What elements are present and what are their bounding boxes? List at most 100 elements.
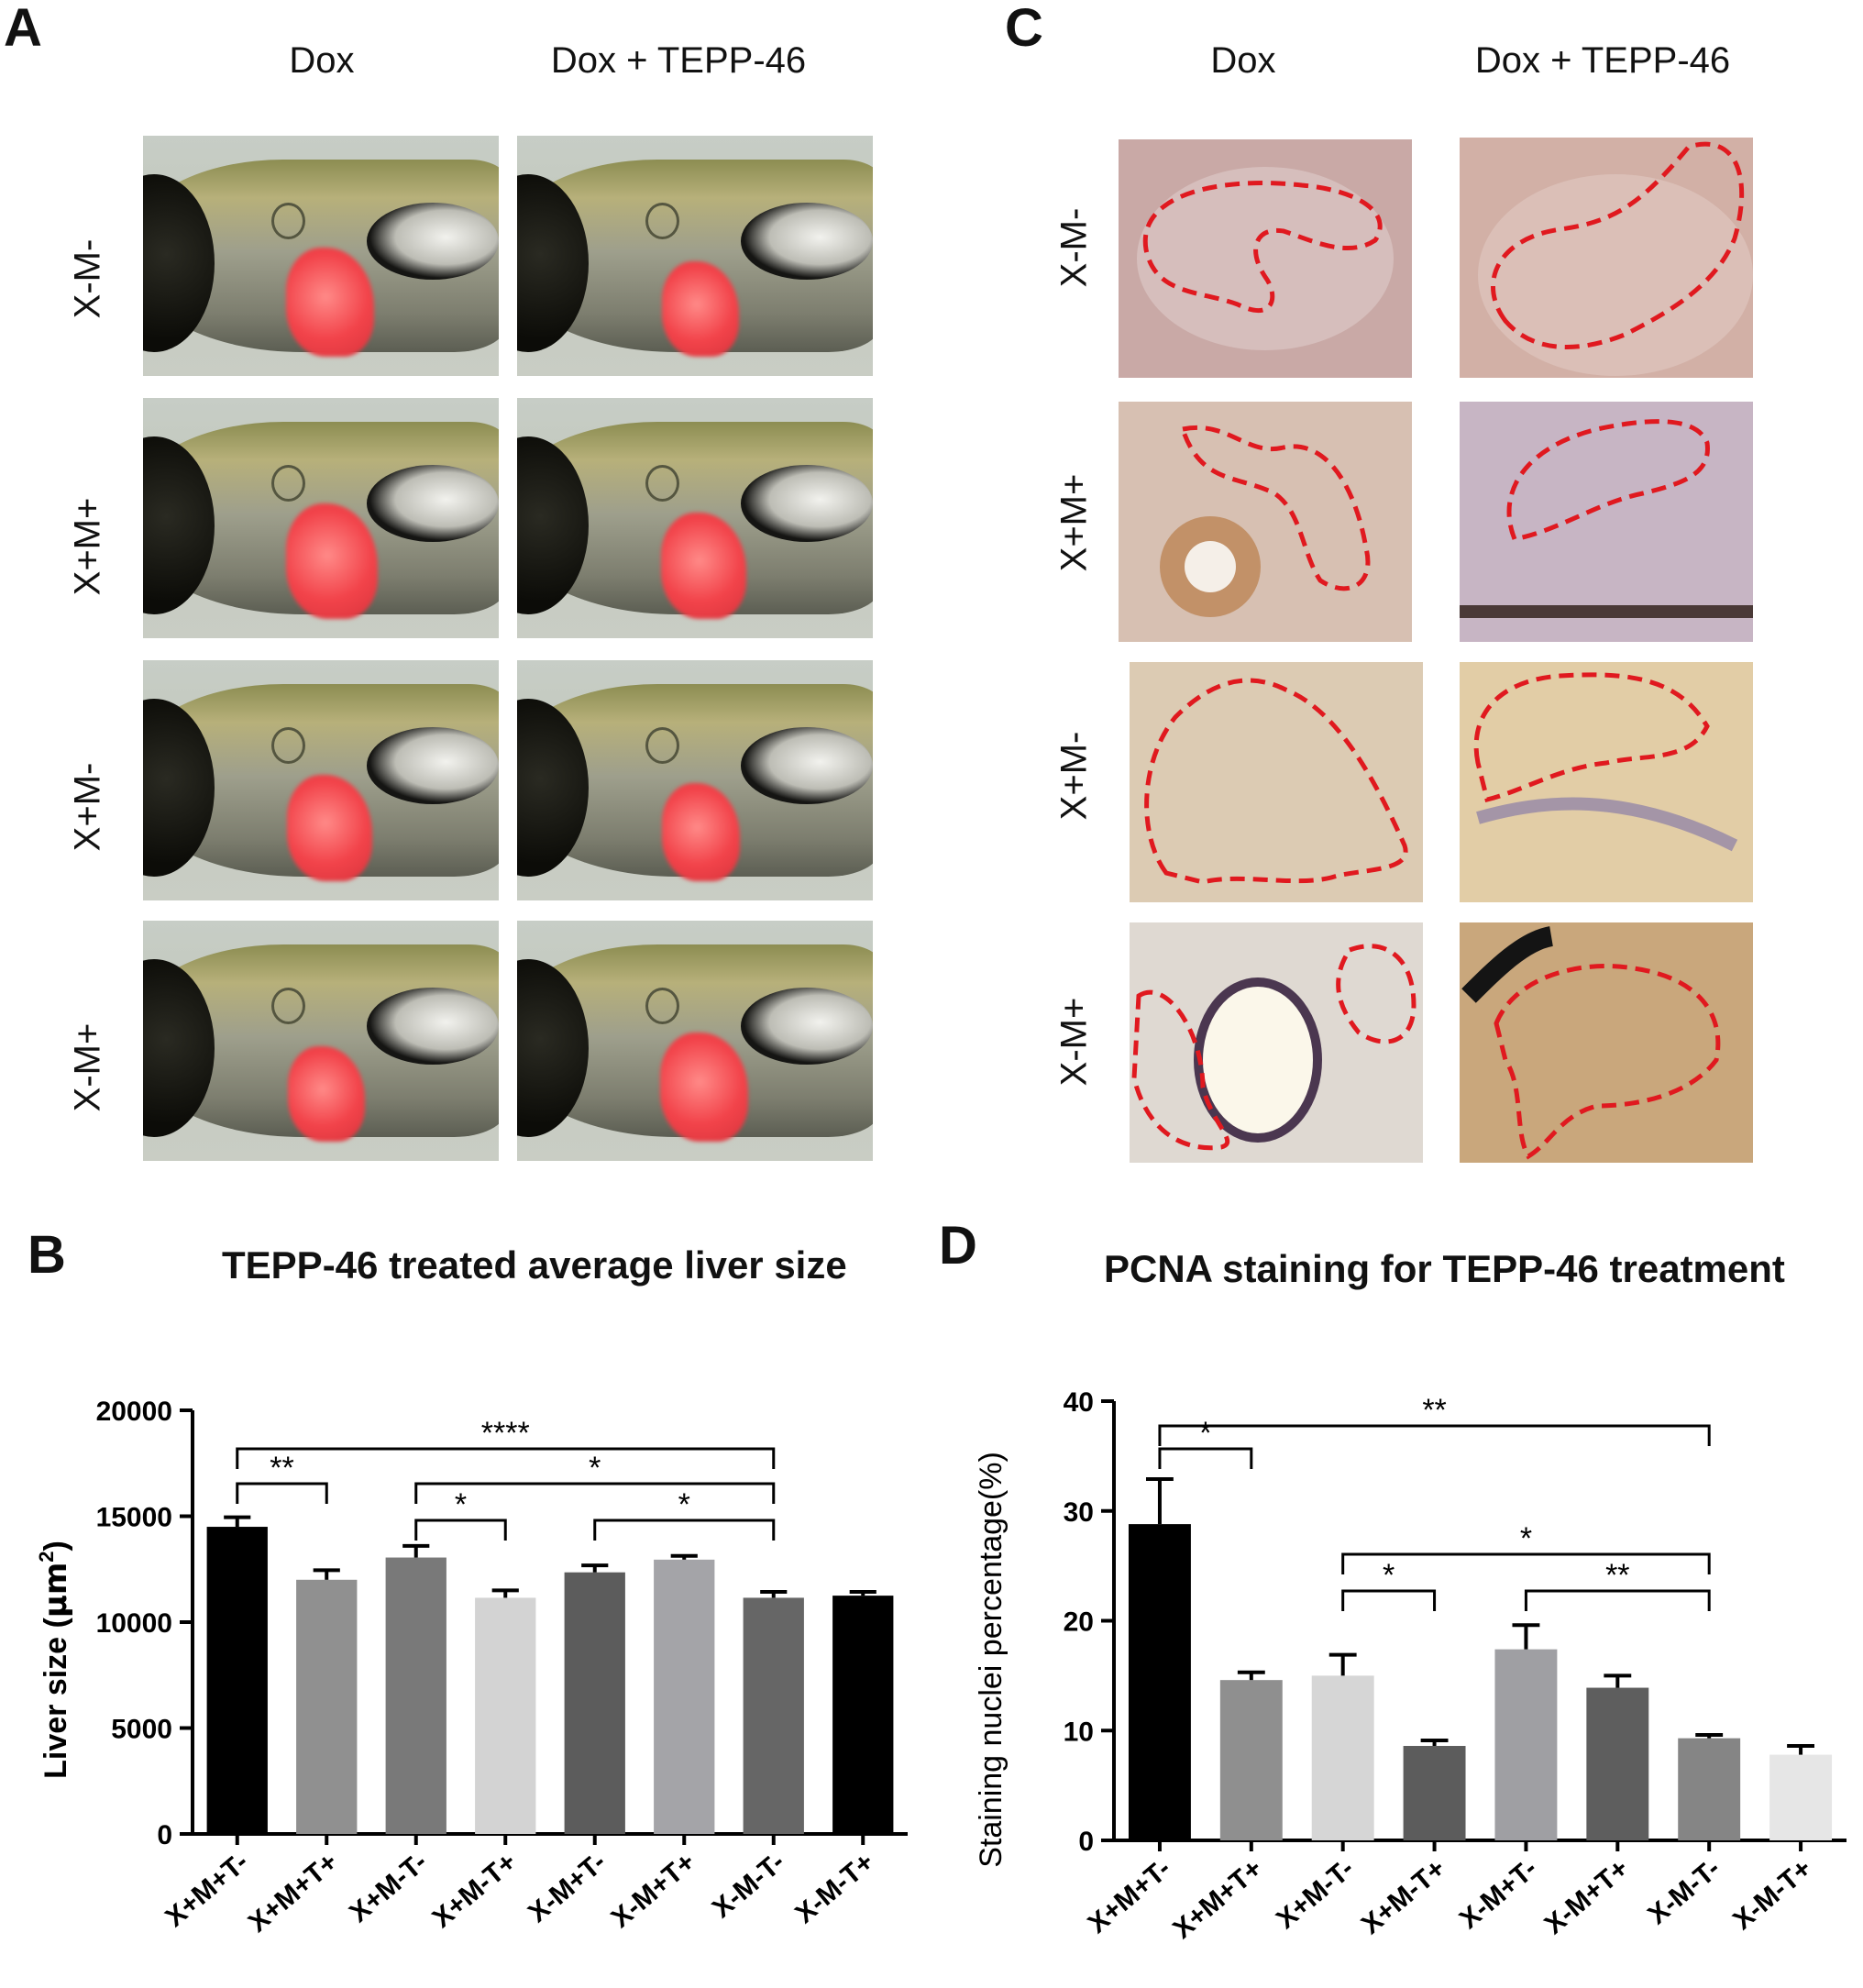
significance-label: * — [1520, 1521, 1532, 1556]
ihc-image — [1130, 922, 1423, 1163]
y-tick-label: 10000 — [96, 1608, 172, 1639]
y-tick-label: 0 — [1078, 1827, 1094, 1857]
fish-image — [517, 921, 873, 1161]
bar-X+M-T+ — [475, 1597, 536, 1834]
fish-image — [143, 136, 499, 376]
y-tick-label: 40 — [1064, 1387, 1094, 1418]
bar-X+M+T+ — [296, 1579, 358, 1834]
significance-label: * — [455, 1487, 467, 1522]
significance-label: ** — [270, 1451, 293, 1485]
panel-c-row-label-4: X-M+ — [1053, 997, 1095, 1087]
bar-X+M+T- — [1128, 1524, 1191, 1840]
ihc-image — [1460, 138, 1753, 378]
significance-label: ** — [1422, 1393, 1446, 1428]
liver-outline — [1491, 141, 1745, 349]
chart-d-ylabel: Staining nuclei percentage(%) — [974, 1452, 1009, 1868]
liver-fluorescence — [285, 503, 379, 620]
bar-X-M+T- — [1494, 1649, 1558, 1840]
panel-a-col-title-dox-tepp: Dox + TEPP-46 — [550, 40, 807, 81]
chart-b-title: TEPP-46 treated average liver size — [222, 1243, 847, 1287]
bar-X+M+T- — [206, 1527, 268, 1834]
bar-X-M+T+ — [654, 1559, 715, 1834]
liver-outline — [1144, 678, 1408, 885]
ihc-image — [1460, 662, 1753, 902]
panel-a-col-title-dox: Dox — [289, 40, 355, 81]
significance-bracket — [1341, 1589, 1437, 1611]
panel-a-row-label-1: X-M- — [67, 238, 108, 319]
x-tick-label: X-M+T- — [1454, 1853, 1543, 1935]
bar-X-M-T- — [743, 1597, 804, 1834]
y-tick-label: 20000 — [96, 1397, 172, 1427]
liver-fluorescence — [286, 248, 374, 358]
panel-c-row-label-2: X+M+ — [1053, 473, 1095, 572]
x-tick-label: X+M+T+ — [1167, 1853, 1268, 1945]
fish-image — [517, 398, 873, 638]
significance-bracket — [1524, 1589, 1711, 1611]
significance-label: * — [1199, 1416, 1211, 1451]
x-tick-label: X-M+T- — [523, 1847, 612, 1928]
y-tick-label: 0 — [157, 1820, 172, 1850]
liver-outline — [1131, 989, 1230, 1151]
bar-X-M+T- — [564, 1572, 625, 1834]
significance-bracket — [414, 1482, 776, 1504]
chart-b-svg: Liver size (μm2) 0 5000 10000 15000 20000 X+M… — [35, 1397, 908, 1938]
panel-c-label: C — [1005, 0, 1043, 58]
x-tick-label: X-M-T- — [1642, 1853, 1725, 1930]
liver-outline — [1506, 419, 1710, 542]
x-tick-label: X+M-T+ — [1356, 1853, 1451, 1940]
significance-bracket — [236, 1447, 776, 1469]
liver-fluorescence — [286, 774, 372, 882]
bar-X+M+T+ — [1219, 1680, 1283, 1840]
chart-d-svg: Staining nuclei percentage(%) 0 10 20 30 40 X… — [974, 1387, 1846, 1945]
bar-X-M+T+ — [1586, 1687, 1649, 1840]
panel-c-row-label-1: X-M- — [1053, 207, 1095, 288]
ihc-image — [1130, 662, 1423, 902]
liver-outline — [1336, 944, 1417, 1044]
liver-outline — [1494, 964, 1721, 1160]
y-tick-label: 10 — [1064, 1717, 1094, 1747]
bar-X-M-T+ — [1769, 1754, 1833, 1840]
liver-outline — [1142, 181, 1383, 313]
chart-b-ylabel: Liver size (μm2) — [35, 1541, 74, 1779]
ihc-image — [1460, 402, 1753, 642]
x-tick-label: X-M-T+ — [1727, 1853, 1817, 1936]
liver-fluorescence — [288, 1045, 365, 1143]
x-tick-label: X+M+T- — [1082, 1853, 1176, 1939]
panel-a-row-label-4: X-M+ — [67, 1022, 108, 1112]
x-tick-label: X+M+T- — [160, 1847, 254, 1933]
significance-label: * — [678, 1487, 690, 1522]
ihc-image — [1460, 922, 1753, 1163]
panel-c-col-title-dox-tepp: Dox + TEPP-46 — [1474, 40, 1731, 81]
fish-image — [517, 136, 873, 376]
significance-bracket — [593, 1519, 776, 1541]
bar-X+M-T- — [1311, 1675, 1374, 1840]
significance-bracket — [236, 1482, 328, 1504]
fish-image — [143, 660, 499, 900]
x-tick-label: X-M+T+ — [1539, 1853, 1635, 1940]
y-tick-label: 15000 — [96, 1503, 172, 1533]
significance-bracket — [1341, 1552, 1711, 1574]
x-tick-label: X+M-T- — [1271, 1853, 1360, 1935]
bar-X-M-T- — [1678, 1738, 1741, 1840]
x-tick-label: X-M-T+ — [789, 1847, 879, 1929]
x-tick-label: X-M-T- — [707, 1847, 790, 1924]
chart-d-title: PCNA staining for TEPP-46 treatment — [1104, 1247, 1785, 1290]
panel-a-row-label-2: X+M+ — [67, 497, 108, 596]
significance-label: * — [589, 1451, 601, 1485]
panel-a-row-label-3: X+M- — [67, 762, 108, 852]
x-tick-label: X-M+T+ — [606, 1847, 701, 1934]
fish-image — [143, 398, 499, 638]
significance-label: ** — [1605, 1558, 1629, 1593]
liver-fluorescence — [662, 260, 739, 358]
liver-fluorescence — [660, 1033, 748, 1143]
panel-b-label: B — [28, 1225, 66, 1285]
panel-d-label: D — [939, 1216, 977, 1276]
panel-c-col-title-dox: Dox — [1210, 40, 1276, 81]
fish-image — [517, 660, 873, 900]
ihc-image — [1119, 139, 1412, 378]
bar-X+M-T+ — [1403, 1746, 1466, 1840]
y-tick-label: 20 — [1064, 1607, 1094, 1638]
liver-outline — [1473, 672, 1710, 803]
bar-X+M-T- — [385, 1557, 446, 1834]
liver-outline — [1179, 425, 1371, 591]
